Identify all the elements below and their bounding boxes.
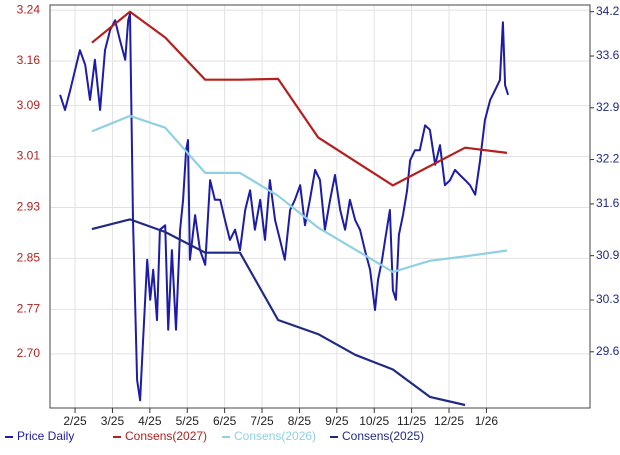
x-tick-label: 9/25 [325, 414, 349, 428]
y2-tick-label: 34.2 [596, 4, 620, 18]
y-tick-label: 2.77 [17, 301, 41, 315]
y2-tick-label: 30.3 [596, 292, 620, 306]
x-tick-label: 10/25 [359, 414, 389, 428]
y2-tick-label: 30.9 [596, 248, 620, 262]
series-line [91, 114, 508, 273]
y-tick-label: 2.70 [17, 346, 41, 360]
x-tick-label: 5/25 [176, 414, 200, 428]
x-tick-label: 7/25 [250, 414, 274, 428]
x-tick-label: 11/25 [397, 414, 426, 428]
legend-label: Consens(2027) [125, 429, 207, 443]
y-tick-label: 2.93 [17, 200, 41, 214]
legend-label: Consens(2026) [234, 429, 316, 443]
y2-tick-label: 32.2 [596, 152, 620, 166]
x-tick-label: 3/25 [101, 414, 125, 428]
series-line [59, 12, 510, 402]
series-line [91, 10, 508, 187]
y2-tick-label: 31.6 [596, 196, 620, 210]
y-tick-label: 3.09 [17, 98, 41, 112]
y-tick-label: 2.85 [17, 251, 41, 265]
y-tick-label: 3.01 [17, 149, 41, 163]
x-tick-label: 4/25 [138, 414, 162, 428]
x-tick-label: 1/26 [475, 414, 499, 428]
x-tick-label: 8/25 [288, 414, 312, 428]
x-tick-label: 12/25 [434, 414, 464, 428]
legend-label: Price Daily [17, 429, 74, 443]
y2-tick-label: 32.9 [596, 100, 620, 114]
y-tick-label: 3.16 [17, 53, 41, 67]
y2-tick-label: 29.6 [596, 344, 620, 358]
y-tick-label: 3.24 [17, 2, 41, 16]
x-tick-label: 6/25 [213, 414, 237, 428]
y2-tick-label: 33.6 [596, 48, 620, 62]
legend-label: Consens(2025) [342, 429, 424, 443]
x-tick-label: 2/25 [63, 414, 87, 428]
series-line [91, 218, 466, 407]
plot-frame [49, 4, 591, 409]
